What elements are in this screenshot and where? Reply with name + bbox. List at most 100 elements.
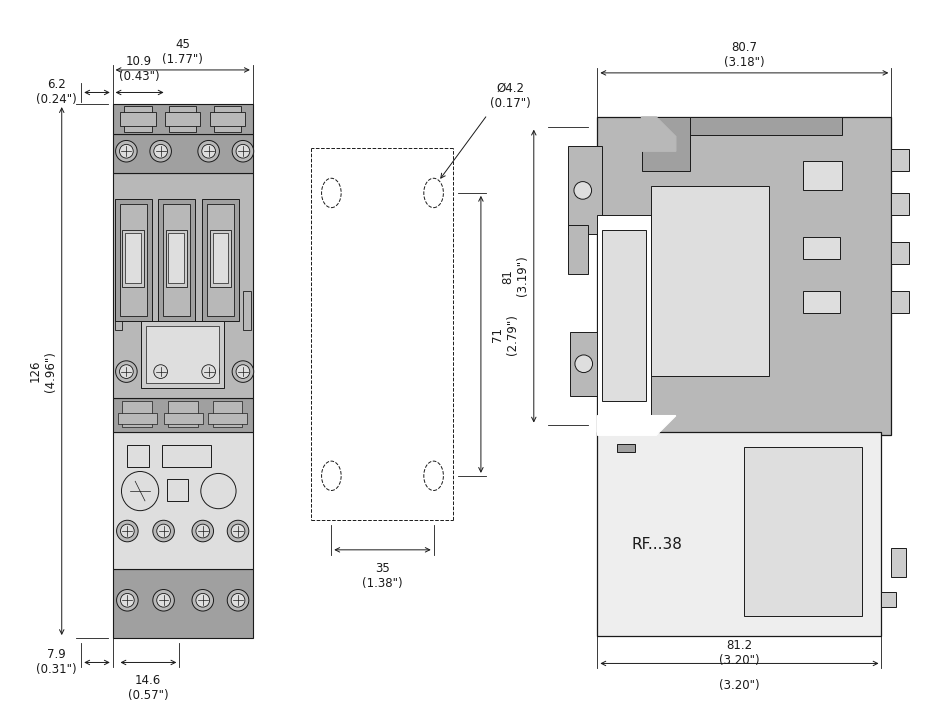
Bar xyxy=(112,398,252,433)
Text: 80.7
(3.18"): 80.7 (3.18") xyxy=(724,41,764,69)
Circle shape xyxy=(236,365,249,379)
Bar xyxy=(890,149,908,171)
Bar xyxy=(112,134,252,173)
Bar xyxy=(119,204,147,316)
Circle shape xyxy=(120,524,134,538)
Bar xyxy=(569,333,601,396)
Bar xyxy=(208,413,247,425)
Bar xyxy=(120,112,155,126)
Circle shape xyxy=(191,520,213,542)
Circle shape xyxy=(191,590,213,611)
Bar xyxy=(169,106,196,132)
Bar xyxy=(881,592,895,607)
Circle shape xyxy=(573,181,591,199)
Bar xyxy=(128,445,149,467)
Circle shape xyxy=(156,593,170,607)
Circle shape xyxy=(116,590,138,611)
Bar xyxy=(602,229,645,401)
Bar xyxy=(114,291,122,331)
Text: 81
(3.19"): 81 (3.19") xyxy=(501,256,528,297)
Bar xyxy=(122,229,144,287)
Bar xyxy=(112,433,252,569)
Bar xyxy=(166,229,187,287)
Bar xyxy=(650,185,768,377)
Polygon shape xyxy=(597,416,675,435)
Circle shape xyxy=(153,144,168,158)
Bar xyxy=(803,161,842,190)
Polygon shape xyxy=(641,117,675,152)
Bar xyxy=(122,401,151,428)
Circle shape xyxy=(231,524,245,538)
Bar xyxy=(141,321,224,388)
Circle shape xyxy=(149,361,171,382)
Bar xyxy=(209,229,231,287)
Circle shape xyxy=(227,520,248,542)
Circle shape xyxy=(116,520,138,542)
Circle shape xyxy=(196,524,209,538)
Circle shape xyxy=(196,593,209,607)
Text: Ø4.2
(0.17"): Ø4.2 (0.17") xyxy=(490,81,530,110)
Bar xyxy=(167,479,188,501)
Text: 35
(1.38"): 35 (1.38") xyxy=(362,561,403,590)
Bar xyxy=(890,242,908,264)
Circle shape xyxy=(236,144,249,158)
Text: 7.9
(0.31"): 7.9 (0.31") xyxy=(36,649,76,676)
Circle shape xyxy=(202,365,215,379)
Circle shape xyxy=(153,365,168,379)
Ellipse shape xyxy=(121,472,159,510)
Bar xyxy=(202,199,239,321)
Bar xyxy=(803,291,840,313)
Circle shape xyxy=(198,140,219,162)
Circle shape xyxy=(119,365,133,379)
Bar xyxy=(890,291,908,313)
Bar xyxy=(212,401,242,428)
Bar xyxy=(169,401,198,428)
Bar xyxy=(567,224,587,274)
Circle shape xyxy=(120,593,134,607)
Bar xyxy=(114,199,151,321)
Bar xyxy=(645,117,842,135)
Circle shape xyxy=(149,140,171,162)
Circle shape xyxy=(198,361,219,382)
Bar xyxy=(112,104,252,134)
Bar xyxy=(597,215,650,416)
Bar xyxy=(164,413,203,425)
Text: 126
(4.96"): 126 (4.96") xyxy=(29,350,57,392)
Text: 10.9
(0.43"): 10.9 (0.43") xyxy=(119,55,159,83)
Circle shape xyxy=(115,361,137,382)
Bar xyxy=(126,234,141,283)
Bar xyxy=(146,326,219,383)
Circle shape xyxy=(201,474,236,509)
Circle shape xyxy=(115,140,137,162)
Bar xyxy=(744,447,861,617)
Bar xyxy=(163,204,189,316)
Bar xyxy=(209,112,245,126)
Bar xyxy=(803,237,840,259)
Bar xyxy=(112,173,252,398)
Bar xyxy=(641,117,690,171)
Circle shape xyxy=(202,144,215,158)
Bar xyxy=(597,433,881,636)
Circle shape xyxy=(574,355,592,372)
Circle shape xyxy=(232,361,253,382)
Circle shape xyxy=(227,590,248,611)
Bar xyxy=(243,291,250,331)
Bar xyxy=(890,193,908,215)
Bar xyxy=(616,444,634,452)
Text: (3.20"): (3.20") xyxy=(719,679,759,692)
Bar xyxy=(213,106,241,132)
Text: RF...38: RF...38 xyxy=(631,537,682,552)
Bar xyxy=(207,204,234,316)
Bar xyxy=(162,445,210,467)
Circle shape xyxy=(156,524,170,538)
Circle shape xyxy=(232,140,253,162)
Bar xyxy=(165,112,200,126)
Bar xyxy=(117,413,156,425)
Bar xyxy=(597,117,890,435)
Bar xyxy=(890,548,905,577)
Bar xyxy=(157,199,195,321)
Text: 81.2
(3.20"): 81.2 (3.20") xyxy=(719,639,759,668)
Bar xyxy=(169,234,184,283)
Circle shape xyxy=(231,593,245,607)
Circle shape xyxy=(152,520,174,542)
